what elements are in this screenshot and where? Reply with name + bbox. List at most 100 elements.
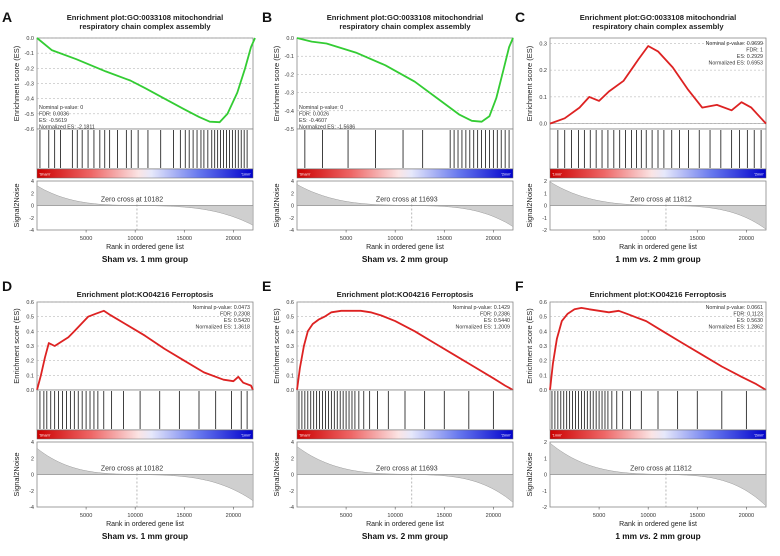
es-tick-label: -0.5 [285,127,294,133]
rank-neg-label: '2mm' [501,434,511,438]
rank-tick-label: 4 [291,179,294,185]
stats-line: Nominal p-value: 0.0473 [193,305,250,311]
caption-part: 1 mm group [138,531,188,541]
rank-neg-label: '2mm' [754,434,764,438]
rank-tick-label: -2 [289,489,294,495]
zero-cross-label: Zero cross at 11812 [630,466,692,473]
es-tick-label: 0.6 [286,300,294,306]
es-tick-label: 0.3 [286,344,294,350]
rank-neg-label: '2mm' [754,173,764,177]
stats-line: Normalized ES: -1.5686 [299,125,355,131]
x-tick-label: 20000 [226,513,242,519]
chart-title: Enrichment plot:KO04216 Ferroptosis [590,290,727,299]
es-tick-label: -0.5 [25,112,34,118]
caption-part: vs. [387,531,399,541]
es-tick-label: 0.2 [539,359,547,365]
es-curve [549,306,767,391]
rank-color-bar [549,429,767,440]
rank-color-bar [549,168,767,179]
caption-part: 1 mm [615,254,639,264]
zero-cross-label: Zero cross at 11812 [630,197,692,204]
es-tick-label: 0.4 [26,329,34,335]
rank-tick-label: 2 [544,179,547,185]
es-tick-label: 0.1 [539,95,547,101]
stats-line: Normalized ES: 1.2862 [709,325,764,331]
es-tick-label: -0.4 [25,97,34,103]
rank-tick-label: -1 [542,489,547,495]
x-tick-label: 15000 [176,513,192,519]
caption-part: vs. [639,254,651,264]
stats-line: ES: 0.5630 [737,318,763,324]
es-tick-label: 0.3 [26,344,34,350]
caption-part: Sham [362,531,387,541]
stats-line: ES: 0.2929 [737,54,763,60]
gsea-panel-a: A Enrichment plot:GO:0033108 mitochondria… [2,9,256,264]
rank-tick-label: 0 [31,473,34,479]
stats-line: ES: -0.5619 [39,118,67,124]
es-tick-label: 0.0 [286,388,294,394]
x-tick-label: 20000 [486,236,502,242]
es-axis-label: Enrichment score (ES) [12,308,21,384]
es-tick-label: -0.6 [25,127,34,133]
rank-tick-label: -4 [29,505,34,511]
x-tick-label: 15000 [689,513,705,519]
x-tick-label: 5000 [80,513,92,519]
stats-line: ES: -0.4607 [299,118,327,124]
rank-tick-label: 0 [544,473,547,479]
es-tick-label: 0.1 [26,373,34,379]
x-tick-label: 10000 [640,513,656,519]
rank-tick-label: -4 [29,228,34,234]
es-tick-label: 0.6 [539,300,547,306]
es-tick-label: 0.0 [539,388,547,394]
x-axis-label: Rank in ordered gene list [619,521,697,528]
panel-label: D [2,278,12,294]
rank-neg-label: '2mm' [501,173,511,177]
zero-cross-label: Zero cross at 11693 [376,466,438,473]
x-axis-label: Rank in ordered gene list [366,244,444,251]
panel-caption: Sham vs. 2 mm group [362,531,448,541]
zero-cross-label: Zero cross at 10182 [101,197,163,204]
x-tick-label: 15000 [689,236,705,242]
stats-line: FDR: 0.0036 [39,112,69,118]
chart-title: respiratory chain complex assembly [339,22,471,31]
rank-pos-label: '1mm' [552,434,562,438]
stats-line: FDR: 0.2308 [220,312,250,318]
rank-tick-label: 0 [31,204,34,210]
x-tick-label: 10000 [127,236,143,242]
stats-line: Normalized ES: 1.3618 [196,325,251,331]
es-plot-frame [296,37,514,130]
chart-title: respiratory chain complex assembly [592,22,724,31]
rank-tick-label: 0 [544,204,547,210]
es-tick-label: 0.4 [539,329,547,335]
caption-part: vs. [127,254,139,264]
rank-tick-label: -2 [542,505,547,511]
es-tick-label: -0.2 [285,72,294,78]
es-tick-label: -0.4 [285,109,294,115]
rank-tick-label: -2 [289,216,294,222]
x-tick-label: 20000 [486,513,502,519]
es-tick-label: 0.5 [286,315,294,321]
caption-part: 1 mm group [138,254,188,264]
stats-line: Normalized ES: -2.1811 [39,125,95,131]
es-tick-label: 0.0 [286,36,294,42]
x-axis-label: Rank in ordered gene list [106,521,184,528]
rank-axis-label: Signal2Noise [272,183,281,227]
rank-color-bar [296,168,514,179]
rank-tick-label: 0 [291,204,294,210]
rank-tick-label: -2 [542,228,547,234]
es-tick-label: 0.3 [539,41,547,47]
hits-frame [36,389,254,431]
chart-title: Enrichment plot:KO04216 Ferroptosis [77,290,214,299]
es-axis-label: Enrichment score (ES) [12,45,21,121]
gsea-panel-e: E Enrichment plot:KO04216 Ferroptosis 0.6 0… [262,278,514,541]
es-axis-label: Enrichment score (ES) [525,308,534,384]
es-curve [36,309,254,391]
rank-tick-label: 2 [544,440,547,446]
rank-color-bar [296,429,514,440]
es-tick-label: 0.2 [26,359,34,365]
caption-part: 2 mm group [651,254,701,264]
x-tick-label: 15000 [176,236,192,242]
hits-frame [296,128,514,170]
x-axis-label: Rank in ordered gene list [106,244,184,251]
